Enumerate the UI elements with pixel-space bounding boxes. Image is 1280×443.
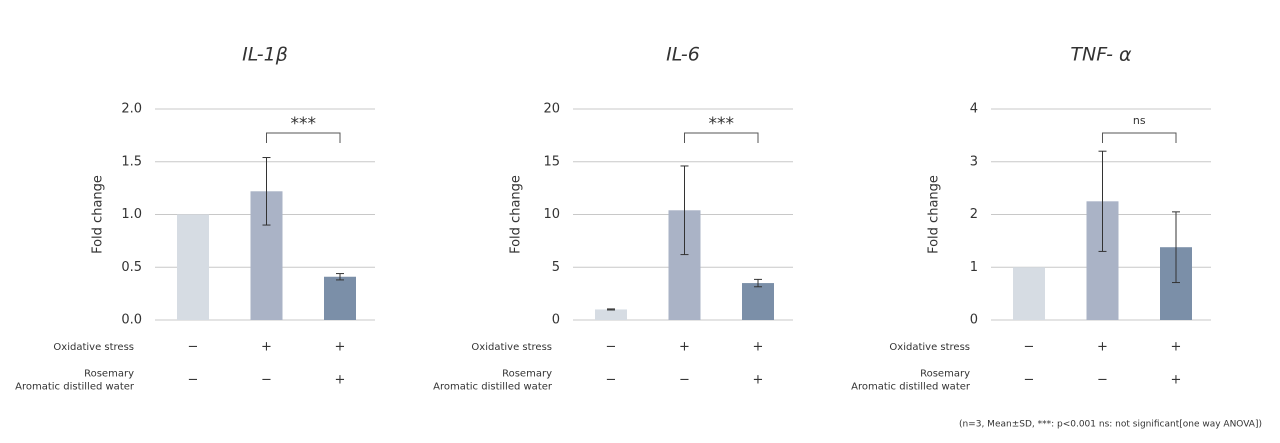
significance-bracket: [684, 132, 759, 143]
condition-mark: −: [679, 373, 690, 388]
significance-bracket: [266, 132, 341, 143]
condition-mark: −: [1097, 373, 1108, 388]
condition-mark: +: [1097, 340, 1108, 355]
condition-label: Aromatic distilled water: [15, 382, 135, 393]
y-tick-label: 1.0: [121, 207, 142, 222]
condition-label: Oxidative stress: [53, 342, 134, 353]
y-axis-label: Fold change: [91, 175, 106, 254]
condition-mark: +: [679, 340, 690, 355]
condition-mark: +: [753, 373, 764, 388]
condition-label: Oxidative stress: [889, 342, 970, 353]
y-tick-label: 15: [543, 154, 560, 169]
condition-label: Aromatic distilled water: [433, 382, 553, 393]
footnote: (n=3, Mean±SD, ***: p<0.001 ns: not sign…: [959, 420, 1262, 430]
y-tick-label: 1: [970, 260, 978, 275]
condition-label: Oxidative stress: [471, 342, 552, 353]
y-axis-label: Fold change: [927, 175, 942, 254]
significance-label: ***: [709, 114, 735, 134]
bar: [1013, 267, 1045, 320]
y-tick-label: 3: [970, 154, 978, 169]
y-tick-label: 0.0: [121, 313, 142, 328]
significance-label: ***: [291, 114, 317, 134]
significance-label: ns: [1133, 114, 1146, 127]
y-axis-label: Fold change: [509, 175, 524, 254]
condition-label: Aromatic distilled water: [851, 382, 971, 393]
condition-mark: +: [1171, 373, 1182, 388]
y-tick-label: 2.0: [121, 102, 142, 117]
chart-title: IL-1β: [242, 44, 288, 66]
condition-mark: +: [335, 340, 346, 355]
condition-label: Rosemary: [84, 369, 134, 380]
condition-mark: +: [1171, 340, 1182, 355]
y-tick-label: 0: [970, 313, 978, 328]
bar: [324, 276, 356, 320]
condition-mark: +: [335, 373, 346, 388]
y-tick-label: 10: [543, 207, 560, 222]
y-tick-label: 4: [970, 102, 978, 117]
condition-label: Rosemary: [502, 369, 552, 380]
chart-title: IL-6: [666, 44, 700, 66]
condition-label: Rosemary: [920, 369, 970, 380]
bar: [177, 214, 209, 320]
condition-mark: −: [188, 373, 199, 388]
chart-title: TNF- α: [1070, 44, 1132, 66]
y-tick-label: 2: [970, 207, 978, 222]
bar: [742, 283, 774, 320]
condition-mark: −: [606, 340, 617, 355]
condition-mark: −: [1024, 373, 1035, 388]
y-tick-label: 0.5: [121, 260, 142, 275]
y-tick-label: 1.5: [121, 154, 142, 169]
y-tick-label: 20: [543, 102, 560, 117]
condition-mark: −: [188, 340, 199, 355]
y-tick-label: 0: [552, 313, 560, 328]
y-tick-label: 5: [552, 260, 560, 275]
bar: [595, 309, 627, 320]
significance-bracket: [1102, 132, 1177, 143]
condition-mark: −: [1024, 340, 1035, 355]
condition-mark: +: [753, 340, 764, 355]
condition-mark: +: [261, 340, 272, 355]
condition-mark: −: [606, 373, 617, 388]
condition-mark: −: [261, 373, 272, 388]
